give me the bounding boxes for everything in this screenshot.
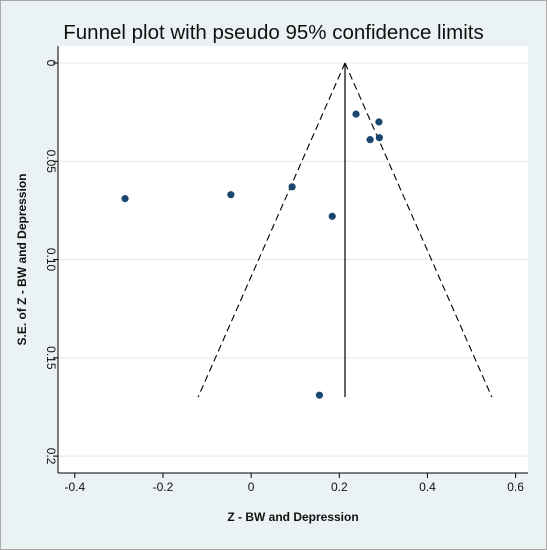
- data-point-7: [375, 134, 383, 142]
- data-point-2: [288, 183, 296, 191]
- data-point-4: [352, 110, 360, 118]
- x-tick-label-0: -0.4: [64, 480, 85, 494]
- y-tick-label-2: 0.10: [44, 248, 58, 272]
- data-point-0: [121, 195, 129, 203]
- y-axis-title: S.E. of Z - BW and Depression: [15, 173, 29, 345]
- chart-title: Funnel plot with pseudo 95% confidence l…: [63, 21, 484, 44]
- x-axis-title: Z - BW and Depression: [227, 510, 358, 524]
- x-tick-label-2: 0: [248, 480, 255, 494]
- data-point-3: [328, 212, 336, 220]
- data-point-6: [375, 118, 383, 126]
- x-tick-label-4: 0.4: [419, 480, 436, 494]
- x-tick-label-5: 0.6: [507, 480, 524, 494]
- data-point-5: [366, 136, 374, 144]
- data-point-1: [227, 191, 235, 199]
- x-tick-label-3: 0.2: [331, 480, 348, 494]
- y-tick-label-0: 0: [44, 60, 58, 67]
- x-tick-label-1: -0.2: [153, 480, 174, 494]
- y-tick-label-4: 0.2: [44, 448, 58, 465]
- funnel-left-limit: [197, 62, 346, 398]
- y-tick-label-3: 0.15: [44, 346, 58, 370]
- y-tick-label-1: 0.05: [44, 150, 58, 174]
- funnel-right-limit: [344, 62, 493, 398]
- data-point-8: [315, 391, 324, 399]
